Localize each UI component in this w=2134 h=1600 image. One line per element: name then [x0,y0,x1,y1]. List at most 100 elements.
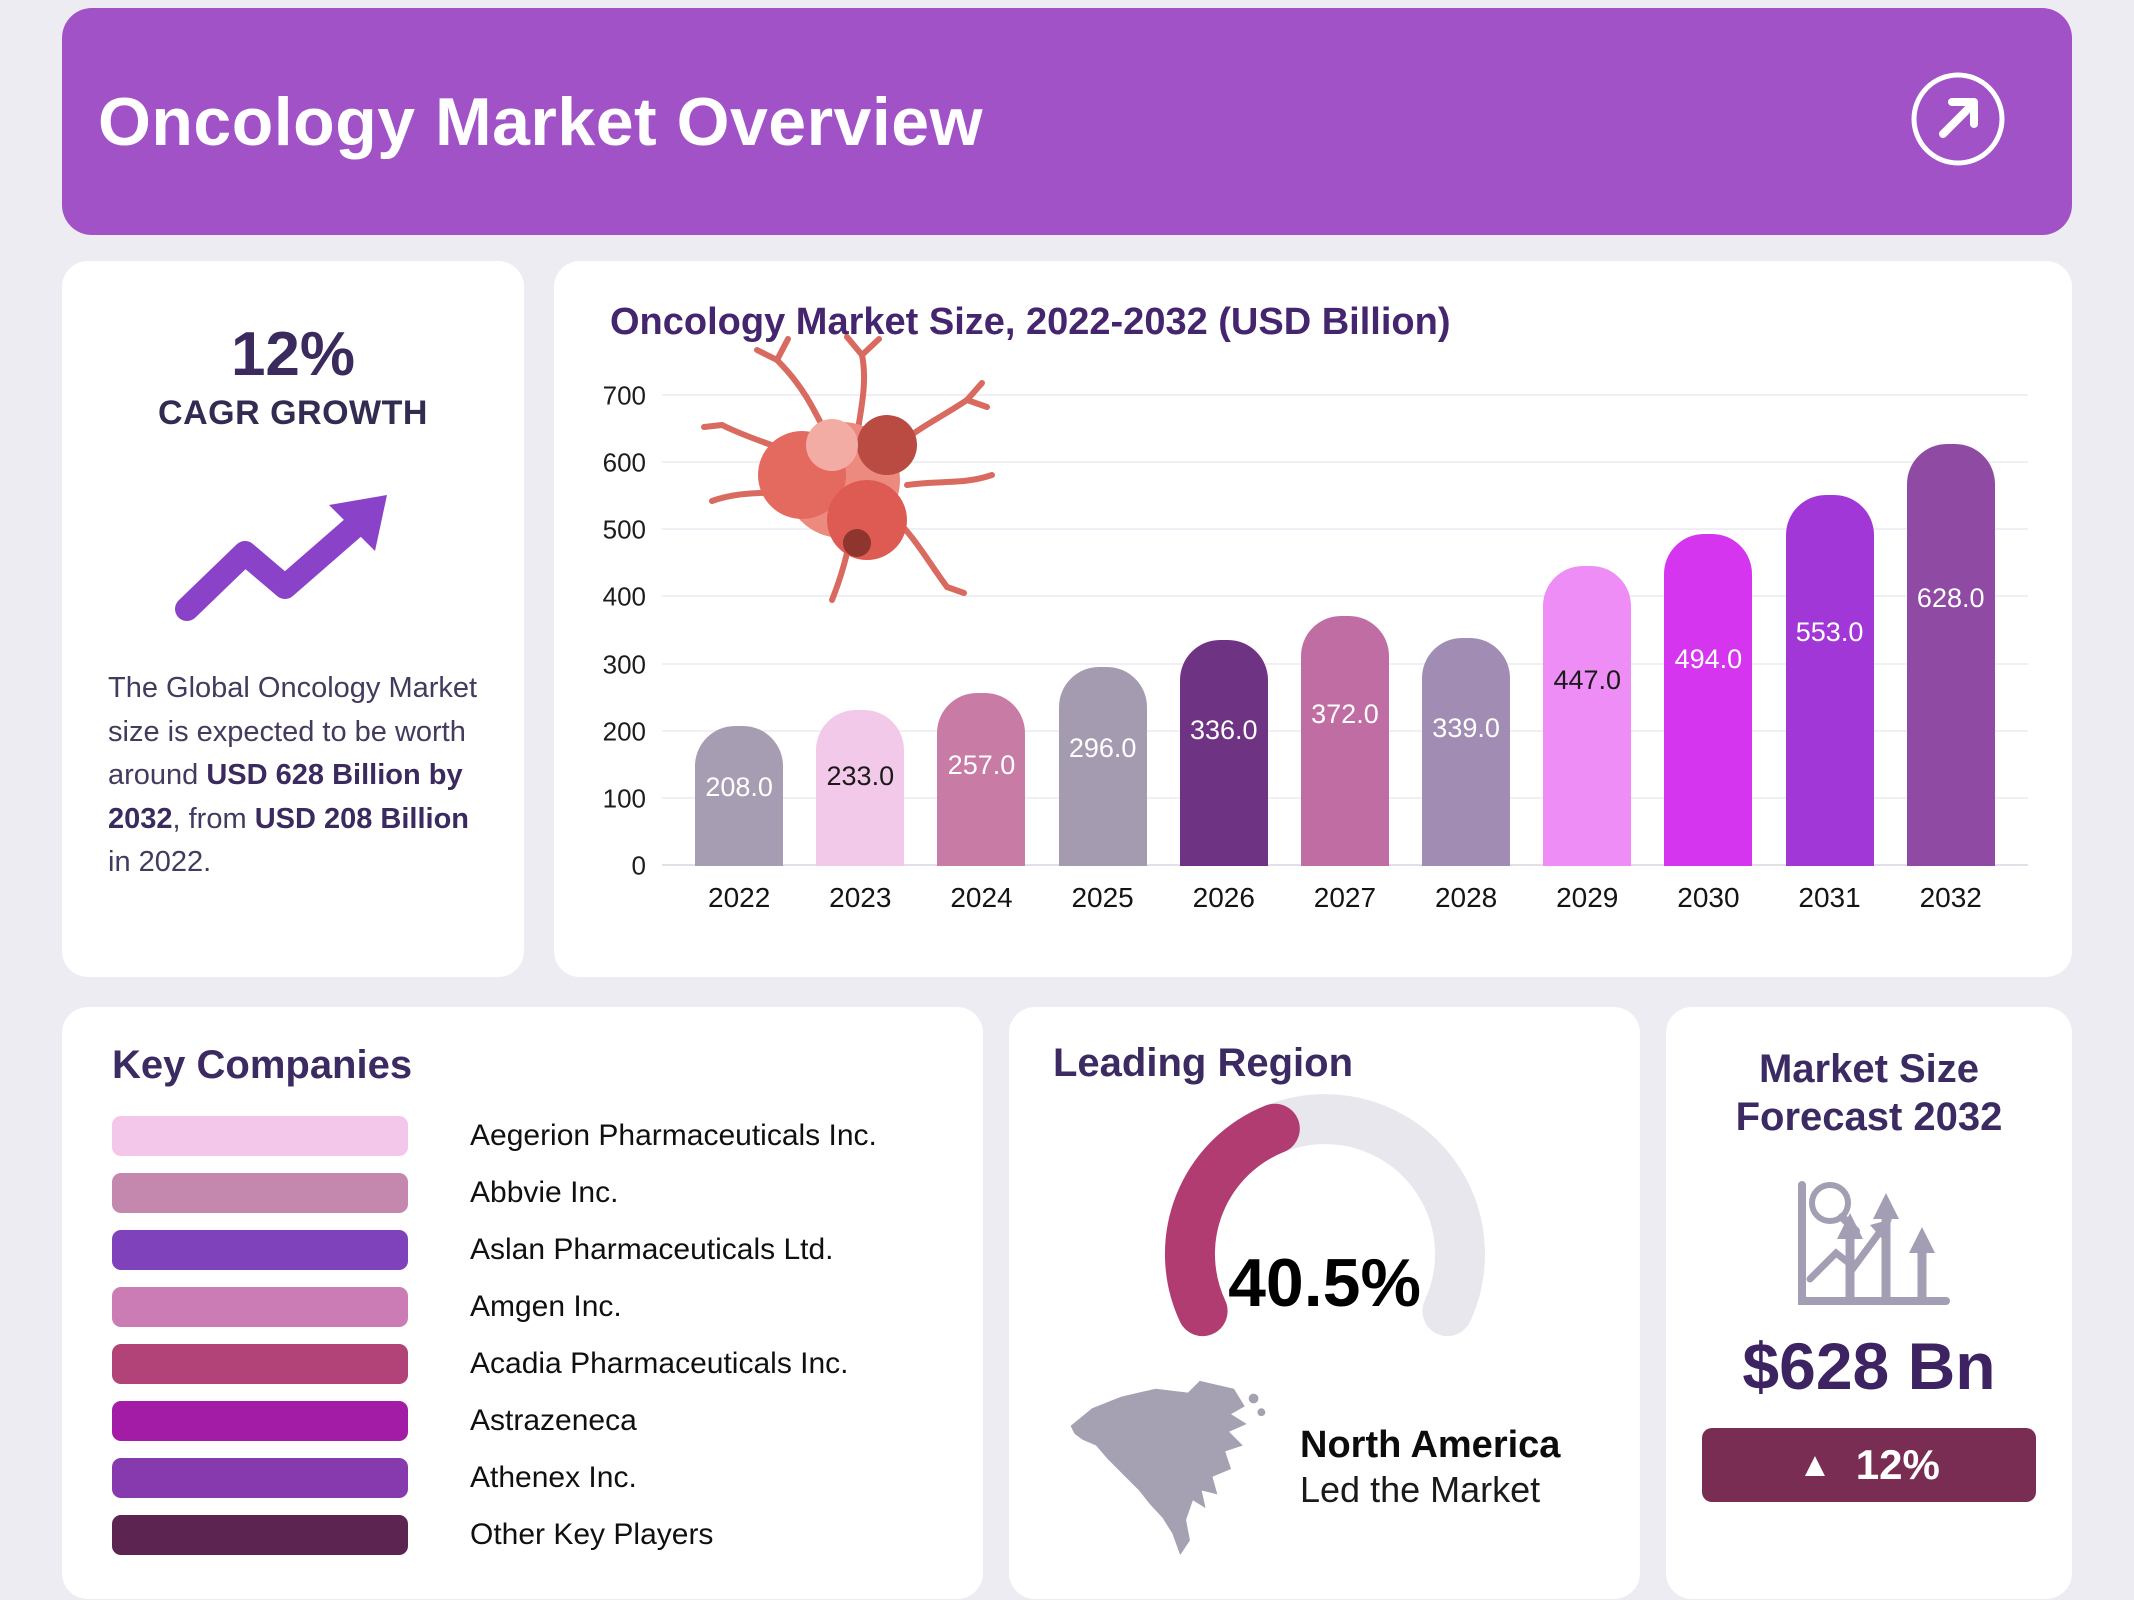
market-size-chart-card: Oncology Market Size, 2022-2032 (USD Bil… [554,261,2072,977]
bar-chart: 0 100 200 300 400 500 600 700 208.0 233.0 257.0 29… [598,381,2028,881]
desc-text: The Global Oncology Market size is expec… [108,672,478,791]
forecast-value: $628 Bn [1742,1329,1996,1403]
company-row: Astrazeneca [112,1401,933,1441]
y-tick: 100 [602,783,646,814]
bar-value-label: 494.0 [1674,643,1743,674]
gridline [662,394,2028,396]
company-row: Aslan Pharmaceuticals Ltd. [112,1230,933,1270]
x-tick-2022: 2022 [708,882,771,913]
bar-2027: 372.0 [1300,616,1389,866]
x-tick-2027: 2027 [1313,882,1377,913]
market-analytics-icon [1798,1181,1950,1305]
growth-badge: ▲ 12% [1702,1428,2036,1502]
cagr-label: CAGR GROWTH [158,394,428,432]
bar-value-label: 447.0 [1553,665,1622,695]
bar-value-label: 257.0 [947,750,1016,781]
bar-value-label: 296.0 [1068,732,1137,763]
company-label: Abbvie Inc. [470,1176,619,1209]
top-row: 12% CAGR GROWTH The Global Oncology Mark… [62,261,2072,977]
x-tick-2025: 2025 [1071,882,1134,913]
company-label: Other Key Players [470,1518,714,1551]
external-link-icon[interactable] [1908,69,2008,174]
company-list: Aegerion Pharmaceuticals Inc. Abbvie Inc.… [112,1116,933,1555]
company-row: Amgen Inc. [112,1287,933,1327]
chart-plot: 208.0 233.0 257.0 296.0 336.0 372.0 339.0 447.0… [662,394,2028,866]
x-axis: 2022 2023 2024 2025 2026 2027 2028 2029 2030 2031… [662,882,2028,914]
bar-2028: 339.0 [1422,638,1511,866]
leading-region-card: Leading Region 40.5% North America Led t… [1009,1007,1640,1599]
desc-bold: USD 628 Billion by 2032 [108,759,463,835]
bar-2023: 233.0 [816,710,905,866]
cagr-description: The Global Oncology Market size is expec… [108,667,478,885]
x-tick-2031: 2031 [1798,882,1861,913]
bar-value-label: 336.0 [1189,714,1258,745]
x-tick-2026: 2026 [1192,882,1255,913]
desc-text: , from [172,802,255,835]
gridline [662,528,2028,531]
key-companies-card: Key Companies Aegerion Pharmaceuticals I… [62,1007,983,1599]
bar-value-label: 208.0 [705,772,773,803]
cagr-percent: 12% [230,320,356,389]
page-title: Oncology Market Overview [98,83,983,160]
key-companies-title: Key Companies [112,1043,413,1087]
bar-2030: 494.0 [1664,534,1753,866]
gauge-fill [1164,1103,1300,1337]
region-detail: North America Led the Market [1053,1369,1596,1565]
company-swatch [112,1230,408,1270]
region-subtitle: Led the Market [1300,1469,1541,1511]
y-axis: 0 100 200 300 400 500 600 700 [598,381,662,881]
y-tick: 200 [602,716,646,747]
bar-2025: 296.0 [1058,667,1147,866]
bar-2024: 257.0 [937,693,1026,866]
company-row: Aegerion Pharmaceuticals Inc. [112,1116,933,1156]
bar-value-label: 339.0 [1432,713,1500,744]
company-swatch [112,1401,408,1441]
cancer-cell-illustration [701,334,995,603]
y-tick: 500 [602,514,646,545]
desc-text: in 2022. [108,846,212,878]
company-label: Amgen Inc. [470,1290,622,1323]
bar-2022: 208.0 [695,726,784,866]
x-tick-2024: 2024 [950,882,1013,913]
company-swatch [112,1515,408,1555]
chart-title: Oncology Market Size, 2022-2032 (USD Bil… [610,301,1451,343]
growth-badge-value: 12% [1855,1441,1940,1488]
company-label: Astrazeneca [470,1404,637,1437]
y-tick: 700 [602,380,646,411]
bars-container: 208.0 233.0 257.0 296.0 336.0 372.0 339.0 447.0… [662,396,2028,866]
company-swatch [112,1458,408,1498]
gridline [662,461,2028,464]
cagr-card: 12% CAGR GROWTH The Global Oncology Mark… [62,261,524,977]
gridline [662,595,2028,598]
gauge-value: 40.5% [1228,1245,1421,1321]
x-tick-2030: 2030 [1677,882,1740,913]
forecast-title-line2: Forecast 2032 [1735,1095,2003,1139]
region-gauge: 40.5% [1110,1094,1540,1367]
company-swatch [112,1173,408,1213]
desc-bold: USD 208 Billion [254,802,470,835]
company-swatch [112,1344,408,1384]
x-tick-2028: 2028 [1434,882,1498,913]
bar-2032: 628.0 [1906,444,1995,866]
company-row: Abbvie Inc. [112,1173,933,1213]
company-label: Aegerion Pharmaceuticals Inc. [470,1119,877,1152]
y-tick: 0 [631,850,646,881]
bar-value-label: 628.0 [1916,583,1985,614]
y-tick: 600 [602,447,646,478]
company-row: Acadia Pharmaceuticals Inc. [112,1344,933,1384]
y-tick: 400 [602,581,646,612]
company-row: Other Key Players [112,1515,933,1555]
company-row: Athenex Inc. [112,1458,933,1498]
company-swatch [112,1287,408,1327]
north-america-map [1070,1380,1266,1556]
y-tick: 300 [602,649,646,680]
trend-up-arrow-icon [175,495,387,621]
region-name: North America [1300,1423,1561,1466]
x-tick-2029: 2029 [1556,882,1619,913]
company-label: Acadia Pharmaceuticals Inc. [470,1347,849,1380]
bar-2031: 553.0 [1785,495,1874,866]
market-forecast-card: Market Size Forecast 2032 $628 Bn ▲ [1666,1007,2072,1599]
bar-2029: 447.0 [1543,566,1632,866]
bottom-row: Key Companies Aegerion Pharmaceuticals I… [62,1007,2072,1599]
company-swatch [112,1116,408,1156]
